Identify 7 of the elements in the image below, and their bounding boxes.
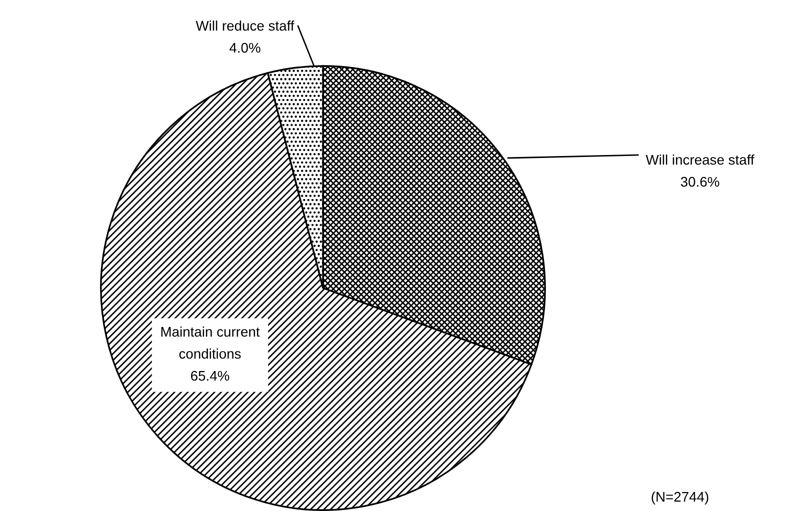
data-label: 4.0% (229, 42, 260, 53)
text: (N=2744) (652, 492, 708, 504)
data-label: 30.6% (680, 176, 720, 187)
slice-label: Will reduce staff (196, 20, 294, 31)
slice-label: Maintain current conditions (161, 326, 260, 359)
data-label: 65.4% (191, 370, 230, 381)
slice-label: Will increase staff (646, 154, 754, 165)
